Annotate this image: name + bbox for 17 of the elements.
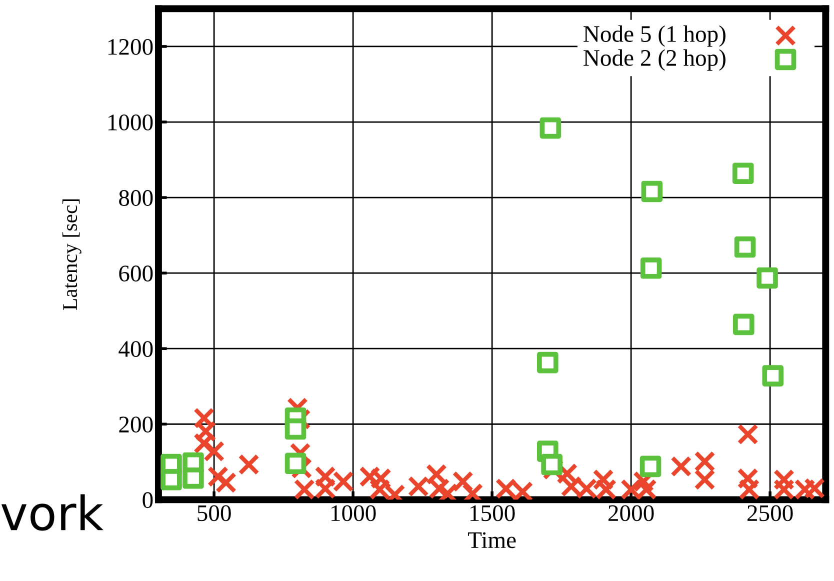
- y-tick-label: 1000: [108, 114, 153, 130]
- y-tick-label: 400: [118, 341, 153, 358]
- y-tick-label: 0: [142, 492, 153, 508]
- legend-label: Node 5 (1 hop): [584, 25, 726, 47]
- x-tick-label: 1500: [470, 505, 515, 522]
- y-tick-label: 800: [119, 190, 153, 206]
- y-tick-label: 1200: [108, 38, 153, 55]
- y-tick-label: 200: [119, 416, 153, 433]
- x-tick-label: 1000: [332, 505, 376, 522]
- x-axis-title: Time: [468, 532, 516, 548]
- y-axis-title: Latency [sec]: [62, 199, 82, 310]
- text: vork: [1, 494, 104, 531]
- x-tick-label: 500: [198, 505, 231, 522]
- x-tick-label: 2000: [608, 505, 654, 522]
- y-tick-label: 600: [119, 266, 153, 282]
- legend-label: Node 2 (2 hop): [584, 49, 726, 71]
- x-tick-label: 2500: [747, 505, 793, 522]
